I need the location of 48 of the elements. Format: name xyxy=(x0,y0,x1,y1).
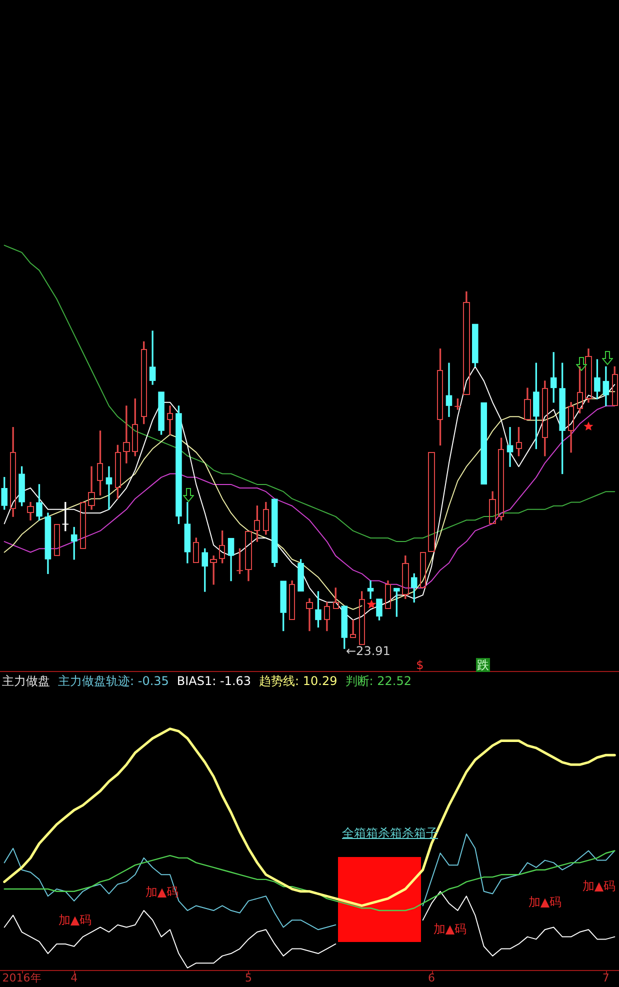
candlestick xyxy=(184,502,191,564)
annotation: 加▲码 xyxy=(528,895,562,909)
candlestick xyxy=(446,362,452,417)
candlestick xyxy=(80,502,86,549)
candlestick xyxy=(585,348,592,403)
text: 判断: 22.52 xyxy=(345,674,412,688)
candlestick xyxy=(123,406,130,464)
candlestick xyxy=(420,552,426,588)
annotation: ←23.91 xyxy=(346,644,390,658)
annotation: 加▲码 xyxy=(433,922,467,936)
candlestick xyxy=(245,531,252,582)
candlestick xyxy=(480,402,488,484)
x-tick-label: 4 xyxy=(70,971,78,984)
candlestick xyxy=(54,524,60,556)
candlestick xyxy=(106,466,112,510)
candlestick xyxy=(463,291,470,395)
candlestick xyxy=(228,538,234,582)
candlestick xyxy=(524,388,531,420)
candlestick xyxy=(149,330,156,385)
candlestick xyxy=(324,602,330,632)
candlestick xyxy=(167,406,173,435)
candlestick xyxy=(428,452,435,552)
chart-title: 主力做盘 xyxy=(2,674,50,688)
candlestick xyxy=(568,402,574,453)
candlestick xyxy=(10,427,16,517)
candlestick xyxy=(88,466,95,510)
x-tick-label: 6 xyxy=(428,971,436,984)
text: $ xyxy=(416,658,424,672)
candlestick xyxy=(306,598,313,632)
candlestick xyxy=(44,512,52,574)
annotation: 加▲码 xyxy=(582,879,616,893)
x-tick-label: 7 xyxy=(602,971,610,984)
candlestick xyxy=(27,502,34,520)
candlestick xyxy=(394,588,400,617)
x-tick-label: 2016年 xyxy=(2,971,42,984)
candlestick xyxy=(385,580,391,609)
text: 跌 xyxy=(476,658,490,672)
candlestick xyxy=(193,538,199,563)
candlestick xyxy=(602,366,610,406)
text: 趋势线: 10.29 xyxy=(259,674,338,688)
candlestick xyxy=(367,580,374,599)
candlestick xyxy=(359,591,365,645)
candlestick xyxy=(289,580,295,620)
annotation: 加▲码 xyxy=(58,913,92,927)
text: BIAS1: -1.63 xyxy=(176,674,252,688)
x-tick-label: 5 xyxy=(244,971,252,984)
text: 主力做盘轨迹: -0.35 xyxy=(58,674,169,688)
candlestick xyxy=(506,427,514,467)
